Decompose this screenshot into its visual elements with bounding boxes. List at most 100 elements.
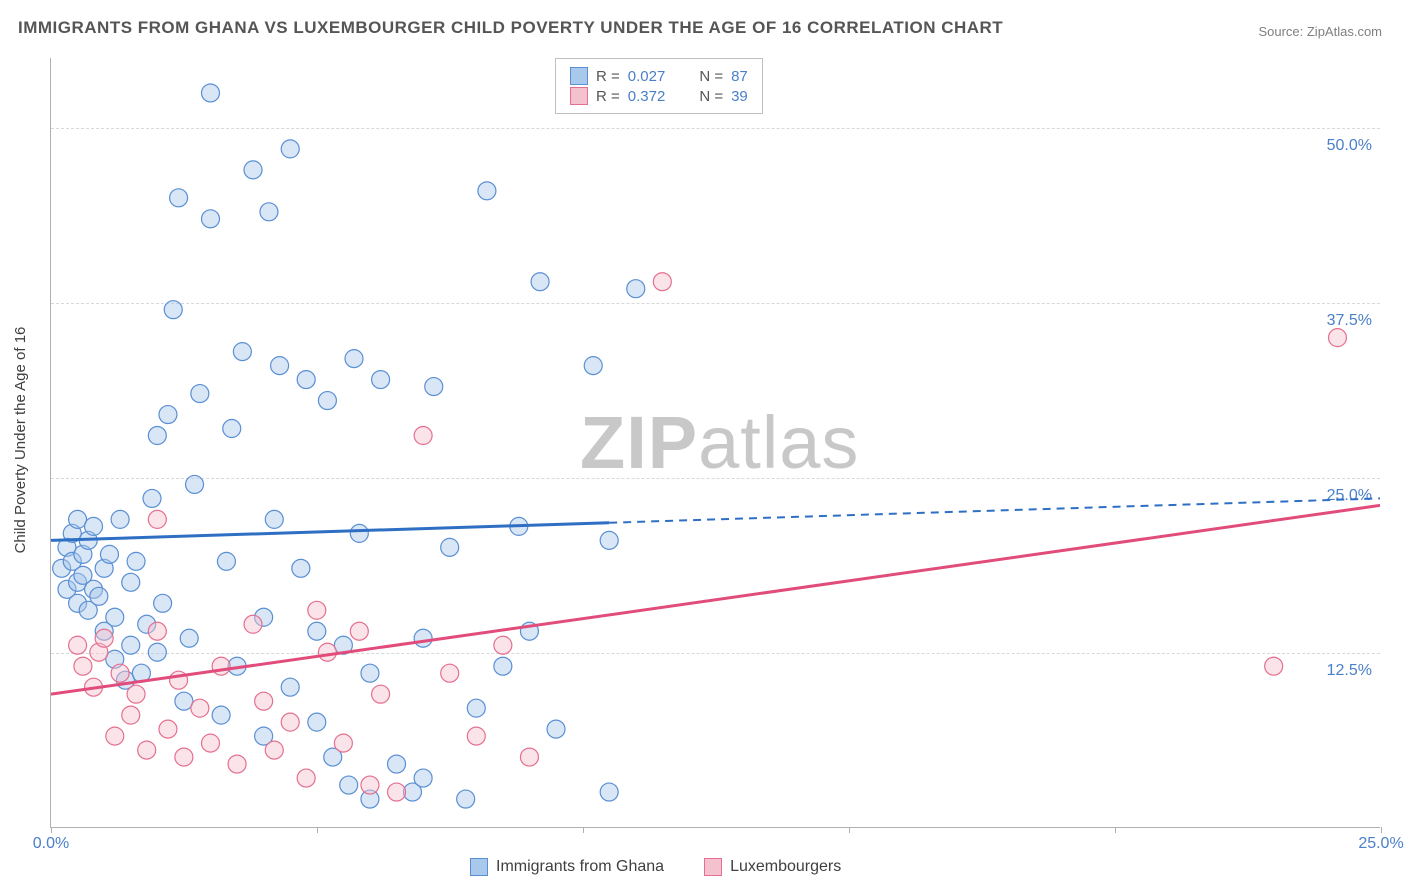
x-tick [1381,827,1382,833]
data-point [164,301,182,319]
data-point [244,615,262,633]
data-point [345,350,363,368]
data-point [441,538,459,556]
data-point [180,629,198,647]
correlation-legend: R = 0.027 N = 87 R = 0.372 N = 39 [555,58,763,114]
data-point [201,734,219,752]
data-point [95,629,113,647]
data-point [201,84,219,102]
data-point [350,622,368,640]
data-point [212,706,230,724]
data-point [350,524,368,542]
data-point [340,776,358,794]
data-point [600,531,618,549]
data-point [414,769,432,787]
legend-label: Immigrants from Ghana [496,858,664,876]
data-point [478,182,496,200]
r-value: 0.027 [628,68,666,85]
data-point [154,594,172,612]
data-point [1265,657,1283,675]
trend-line-dashed [609,498,1380,522]
x-tick-label: 0.0% [33,835,69,853]
data-point [308,713,326,731]
x-tick-label: 25.0% [1358,835,1403,853]
data-point [244,161,262,179]
x-tick [1115,827,1116,833]
data-point [1328,329,1346,347]
data-point [148,510,166,528]
data-point [74,657,92,675]
data-point [122,706,140,724]
data-point [600,783,618,801]
data-point [627,280,645,298]
data-point [281,140,299,158]
data-point [318,643,336,661]
data-point [217,552,235,570]
data-point [520,748,538,766]
chart-title: IMMIGRANTS FROM GHANA VS LUXEMBOURGER CH… [18,18,1003,38]
data-point [90,587,108,605]
data-point [148,643,166,661]
chart-plot-area: 12.5%25.0%37.5%50.0%0.0%25.0% [50,58,1380,828]
data-point [255,692,273,710]
data-point [127,685,145,703]
scatter-svg [51,58,1380,827]
n-value: 87 [731,68,748,85]
data-point [457,790,475,808]
data-point [441,664,459,682]
legend-swatch [570,67,588,85]
series-legend: Immigrants from Ghana Luxembourgers [470,858,841,876]
data-point [175,748,193,766]
data-point [297,371,315,389]
data-point [148,622,166,640]
data-point [186,475,204,493]
data-point [494,657,512,675]
n-label: N = [699,88,723,105]
data-point [265,510,283,528]
data-point [138,741,156,759]
data-point [191,385,209,403]
data-point [260,203,278,221]
data-point [334,734,352,752]
data-point [467,699,485,717]
r-label: R = [596,88,620,105]
data-point [106,727,124,745]
data-point [388,755,406,773]
r-label: R = [596,68,620,85]
x-tick [583,827,584,833]
data-point [388,783,406,801]
data-point [467,727,485,745]
data-point [297,769,315,787]
data-point [122,573,140,591]
data-point [361,776,379,794]
data-point [148,427,166,445]
legend-row: R = 0.372 N = 39 [570,87,748,105]
data-point [318,392,336,410]
data-point [143,489,161,507]
r-value: 0.372 [628,88,666,105]
data-point [425,378,443,396]
n-value: 39 [731,88,748,105]
data-point [223,420,241,438]
data-point [584,357,602,375]
legend-item: Luxembourgers [704,858,841,876]
data-point [281,678,299,696]
data-point [111,510,129,528]
data-point [69,636,87,654]
data-point [281,713,299,731]
data-point [653,273,671,291]
data-point [414,629,432,647]
n-label: N = [699,68,723,85]
data-point [228,755,246,773]
data-point [265,741,283,759]
data-point [122,636,140,654]
data-point [111,664,129,682]
data-point [372,685,390,703]
data-point [233,343,251,361]
data-point [170,189,188,207]
data-point [372,371,390,389]
data-point [361,664,379,682]
y-axis-title: Child Poverty Under the Age of 16 [12,327,29,554]
source-label: Source: ZipAtlas.com [1258,24,1382,39]
data-point [547,720,565,738]
